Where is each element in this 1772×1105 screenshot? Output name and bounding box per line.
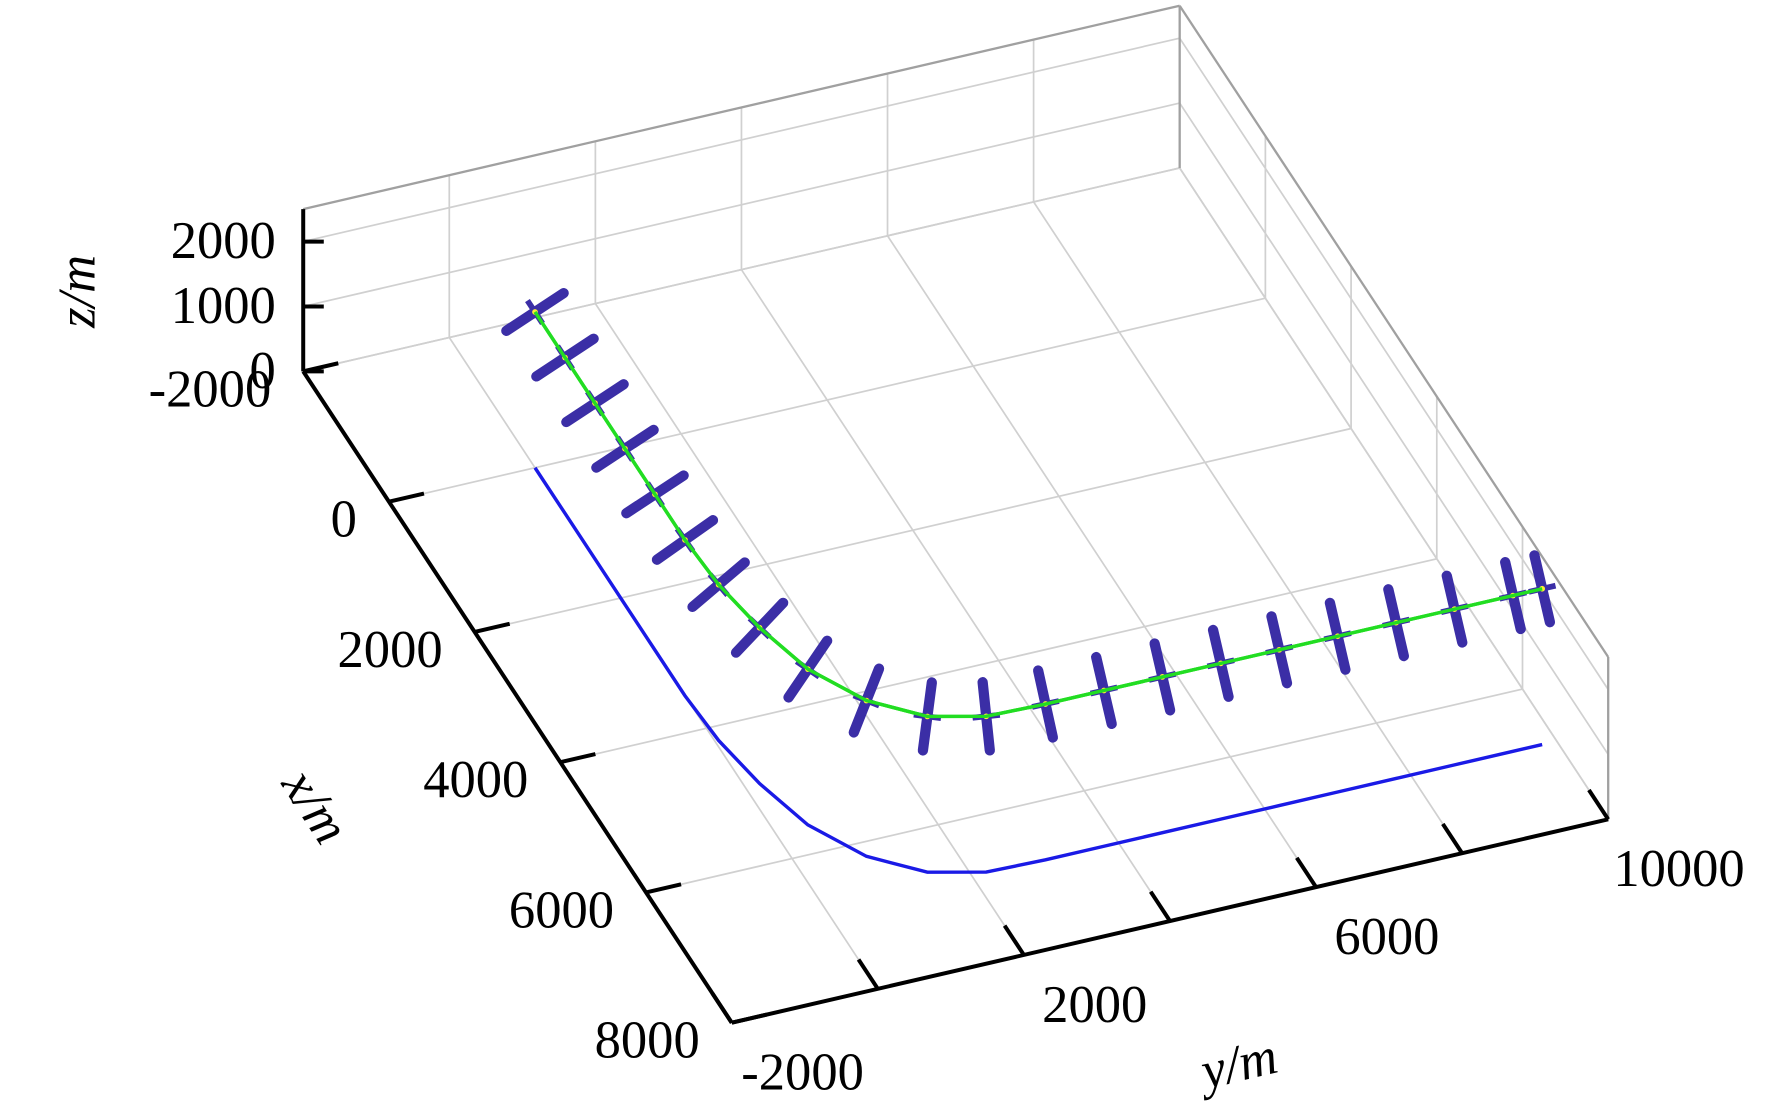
trajectory-line <box>533 311 1543 719</box>
y-tick <box>1441 822 1464 855</box>
y-tick <box>1149 890 1172 923</box>
axes: -200002000400060008000-20002000600010000… <box>149 209 1745 1102</box>
grid-line <box>886 73 1317 888</box>
aircraft-marker <box>501 287 569 336</box>
x-tick-label: -2000 <box>149 360 272 418</box>
y-tick <box>1295 856 1318 889</box>
x-tick <box>474 621 511 634</box>
grid <box>302 4 1610 1024</box>
grid-line <box>594 141 1025 956</box>
y-tick <box>1587 788 1610 821</box>
x-tick-label: 2000 <box>338 621 443 679</box>
box-edge <box>1178 5 1610 658</box>
trajectory-line <box>533 466 1543 874</box>
grid-line <box>303 167 1609 820</box>
x-tick-label: 4000 <box>423 751 528 809</box>
y-tick-label: 6000 <box>1334 908 1439 966</box>
grid-line <box>303 37 1609 690</box>
y-axis-label: y/m <box>1191 1027 1283 1102</box>
y-tick-label: 2000 <box>1042 976 1147 1034</box>
z-tick-label: 2000 <box>171 212 276 270</box>
z-tick-label: 1000 <box>171 277 276 335</box>
y-tick <box>856 958 880 990</box>
x-tick <box>388 491 425 504</box>
y-tick <box>710 992 734 1024</box>
x-tick <box>731 1012 768 1025</box>
y-tick <box>1002 924 1026 957</box>
box-edge <box>302 4 1180 211</box>
y-axis-line <box>731 817 1609 1025</box>
x-axis-label: x/m <box>270 758 361 854</box>
x-tick-label: 8000 <box>595 1012 700 1070</box>
trajectory-line-overlay <box>533 311 1543 719</box>
grid-line <box>303 102 1609 755</box>
grid-line <box>1032 39 1463 854</box>
x-tick <box>645 882 682 895</box>
x-tick-label: 6000 <box>509 881 614 939</box>
z-axis-label: z/m <box>49 255 107 329</box>
z-tick-label: 0 <box>250 342 276 400</box>
grid-line <box>1178 5 1609 820</box>
grid-line <box>448 175 879 990</box>
grid-line <box>740 107 1171 922</box>
x-tick <box>559 752 596 765</box>
x-tick-label: 0 <box>331 491 357 549</box>
y-tick-label: 10000 <box>1613 840 1744 898</box>
plot-area <box>501 287 1557 874</box>
y-tick-label: -2000 <box>741 1044 864 1102</box>
x-axis-line <box>301 370 734 1024</box>
